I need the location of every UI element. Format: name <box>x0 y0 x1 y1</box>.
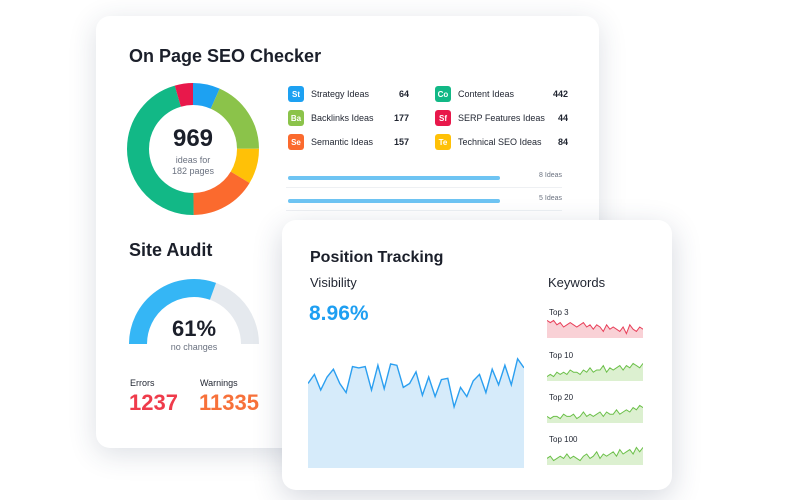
warnings-count[interactable]: 11335 <box>199 390 259 415</box>
ideas-subtitle-line1: ideas for <box>175 155 211 165</box>
visibility-area <box>308 358 524 468</box>
legend-value: 84 <box>557 137 568 147</box>
donut-slice-serp-features-ideas <box>127 83 259 215</box>
semantic-badge: Se <box>288 134 304 150</box>
progress-track <box>288 176 500 180</box>
ideas-progress-row[interactable]: 5 Ideas <box>286 192 562 211</box>
site-audit-percent: 61% <box>171 316 217 341</box>
content-badge: Co <box>435 86 451 102</box>
errors-count[interactable]: 1237 <box>129 390 178 415</box>
legend-backlinks-ideas[interactable]: Ba Backlinks Ideas 177 <box>288 109 409 127</box>
ideas-total: 969 <box>172 125 214 152</box>
visibility-area-chart <box>308 357 524 468</box>
keyword-top-3-label: Top 3 <box>549 308 569 317</box>
keyword-top-20-sparkline <box>547 404 643 423</box>
legend-label: Content Ideas <box>458 89 515 99</box>
keywords-label: Keywords <box>548 275 606 290</box>
technical-seo-badge: Te <box>435 134 451 150</box>
visibility-value: 8.96% <box>309 302 369 325</box>
keyword-top-20-label: Top 20 <box>549 393 574 402</box>
warnings-label: Warnings <box>200 378 238 388</box>
sparkline-area <box>547 405 643 423</box>
sparkline-line <box>547 319 643 335</box>
progress-label: 8 Ideas <box>539 172 562 179</box>
legend-serp-features-ideas[interactable]: Sf SERP Features Ideas 44 <box>435 109 568 127</box>
ideas-subtitle-line2: 182 pages <box>171 166 215 176</box>
sparkline-area <box>547 320 643 338</box>
legend-label: Strategy Ideas <box>311 89 370 99</box>
serp-features-badge: Sf <box>435 110 451 126</box>
keyword-top-3-sparkline <box>547 319 643 338</box>
keyword-top-100-label: Top 100 <box>549 435 578 444</box>
legend-technical-seo-ideas[interactable]: Te Technical SEO Ideas 84 <box>435 133 568 151</box>
keyword-top-10-sparkline <box>547 362 643 381</box>
legend-value: 64 <box>398 89 409 99</box>
progress-fill <box>288 199 500 203</box>
progress-fill <box>288 176 500 180</box>
legend-value: 157 <box>393 137 409 147</box>
site-audit-title: Site Audit <box>129 240 213 260</box>
position-tracking-title: Position Tracking <box>310 249 444 266</box>
keyword-top-10-label: Top 10 <box>549 351 574 360</box>
seo-checker-title: On Page SEO Checker <box>129 46 322 66</box>
legend-value: 44 <box>557 113 568 123</box>
donut-center: 969 ideas for 182 pages <box>126 82 260 216</box>
legend-label: SERP Features Ideas <box>458 113 545 123</box>
sparkline-line <box>547 362 643 378</box>
site-audit-gauge <box>129 279 259 345</box>
legend-label: Semantic Ideas <box>311 137 374 147</box>
sparkline-line <box>547 404 643 420</box>
progress-track <box>288 199 500 203</box>
legend-label: Technical SEO Ideas <box>458 137 542 147</box>
legend-value: 177 <box>393 113 409 123</box>
visibility-label: Visibility <box>310 275 357 290</box>
donut-slice-technical-seo-ideas <box>127 83 259 215</box>
position-tracking-card: Position Tracking Visibility 8.96% Keywo… <box>282 220 672 490</box>
backlinks-badge: Ba <box>288 110 304 126</box>
strategy-badge: St <box>288 86 304 102</box>
visibility-line <box>308 357 524 410</box>
legend-value: 442 <box>552 89 568 99</box>
ideas-progress-row[interactable]: 8 Ideas <box>286 169 562 188</box>
legend-semantic-ideas[interactable]: Se Semantic Ideas 157 <box>288 133 409 151</box>
sparkline-area <box>547 363 643 381</box>
site-audit-subtitle: no changes <box>170 342 218 352</box>
progress-label: 5 Ideas <box>539 195 562 202</box>
errors-label: Errors <box>130 378 155 388</box>
legend-strategy-ideas[interactable]: St Strategy Ideas 64 <box>288 85 409 103</box>
gauge-fill <box>129 279 217 345</box>
keyword-top-100-sparkline <box>547 446 643 465</box>
legend-label: Backlinks Ideas <box>311 113 374 123</box>
legend-content-ideas[interactable]: Co Content Ideas 442 <box>435 85 568 103</box>
ideas-subtitle: ideas for 182 pages <box>126 155 260 177</box>
donut-slice-content-ideas <box>127 83 259 215</box>
sparkline-line <box>547 446 643 462</box>
ideas-donut-chart <box>127 83 259 215</box>
